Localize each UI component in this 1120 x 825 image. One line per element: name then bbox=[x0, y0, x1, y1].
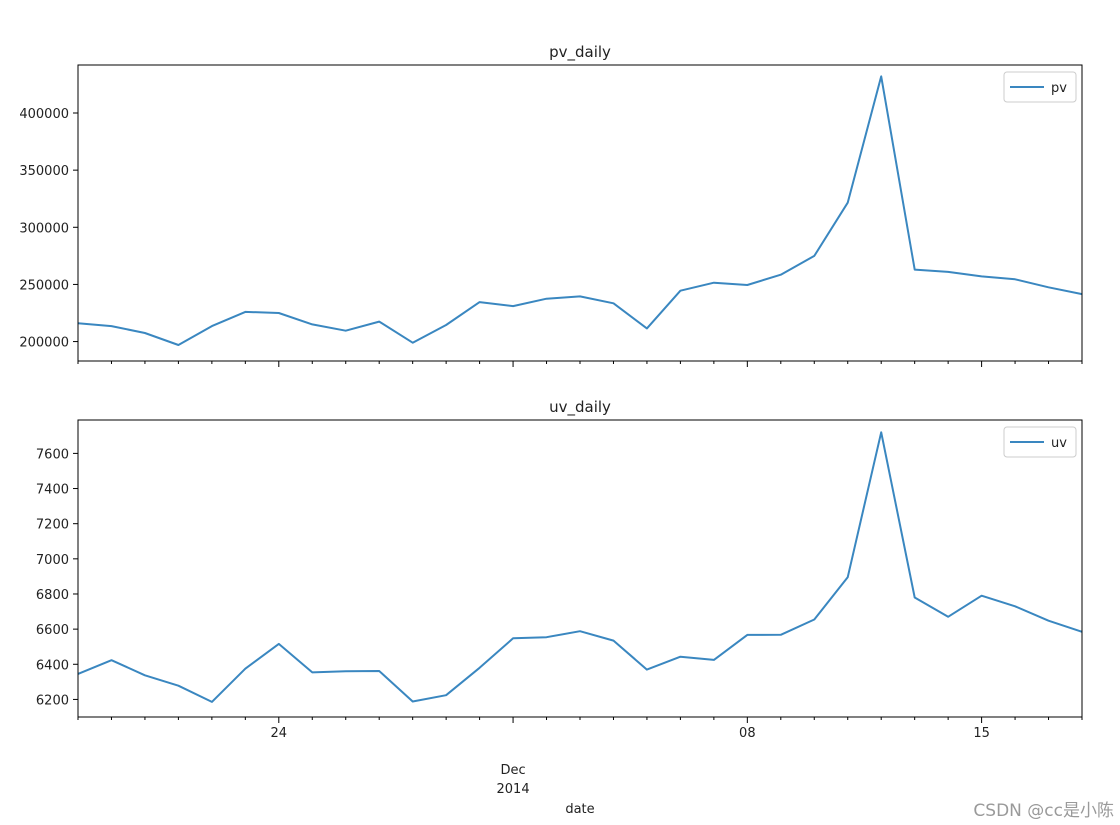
pv-y-tick-label: 350000 bbox=[19, 164, 69, 179]
uv-daily-panel: uv_daily 6200 6400 6600 6800 7000 7200 7400 760… bbox=[36, 398, 1083, 817]
uv-y-tick-label: 7000 bbox=[36, 553, 69, 568]
pv-daily-panel: pv_daily 200000250000300000350000400000 … bbox=[19, 43, 1083, 367]
pv-y-tick-label: 250000 bbox=[19, 278, 69, 293]
pv-legend: pv bbox=[1003, 71, 1077, 103]
x-tick-label: 24 bbox=[271, 726, 288, 741]
pv-x-axis bbox=[77, 361, 1083, 367]
month-label-year: 2014 bbox=[497, 782, 530, 797]
pv-y-axis: 200000 250000 300000 350000 400000 bbox=[19, 107, 78, 351]
pv-y-tick-label: 400000 bbox=[19, 107, 69, 122]
uv-daily-title: uv_daily bbox=[549, 398, 611, 417]
uv-y-tick-label: 7600 bbox=[36, 447, 69, 462]
uv-y-tick-label: 6400 bbox=[36, 658, 69, 673]
uv-series-line bbox=[77, 431, 1083, 703]
uv-y-axis: 6200 6400 6600 6800 7000 7200 7400 7600 bbox=[36, 447, 78, 708]
uv-series-layer bbox=[77, 431, 1083, 703]
x-tick-label: 15 bbox=[973, 726, 990, 741]
uv-y-tick-label: 6600 bbox=[36, 623, 69, 638]
uv-y-tick-label: 7200 bbox=[36, 518, 69, 533]
watermark-text: CSDN @cc是小陈 bbox=[973, 801, 1114, 821]
uv-legend-label: uv bbox=[1051, 436, 1067, 451]
uv-axes-frame bbox=[77, 419, 1083, 718]
pv-daily-title: pv_daily bbox=[549, 43, 611, 62]
uv-y-tick-label: 6800 bbox=[36, 588, 69, 603]
x-axis-label: date bbox=[565, 802, 594, 817]
uv-x-axis: 24 08 15 bbox=[77, 717, 1083, 741]
uv-legend: uv bbox=[1003, 426, 1077, 458]
x-tick-label: 08 bbox=[739, 726, 756, 741]
pv-series-layer bbox=[77, 75, 1083, 346]
pv-y-tick-label: 200000 bbox=[19, 336, 69, 351]
pv-y-tick-label: 300000 bbox=[19, 221, 69, 236]
month-label-dec: Dec bbox=[500, 763, 525, 778]
pv-legend-label: pv bbox=[1051, 81, 1067, 96]
uv-y-tick-label: 6200 bbox=[36, 693, 69, 708]
pv-axes-frame bbox=[77, 64, 1083, 362]
uv-y-tick-label: 7400 bbox=[36, 483, 69, 498]
pv-series-line bbox=[77, 75, 1083, 346]
